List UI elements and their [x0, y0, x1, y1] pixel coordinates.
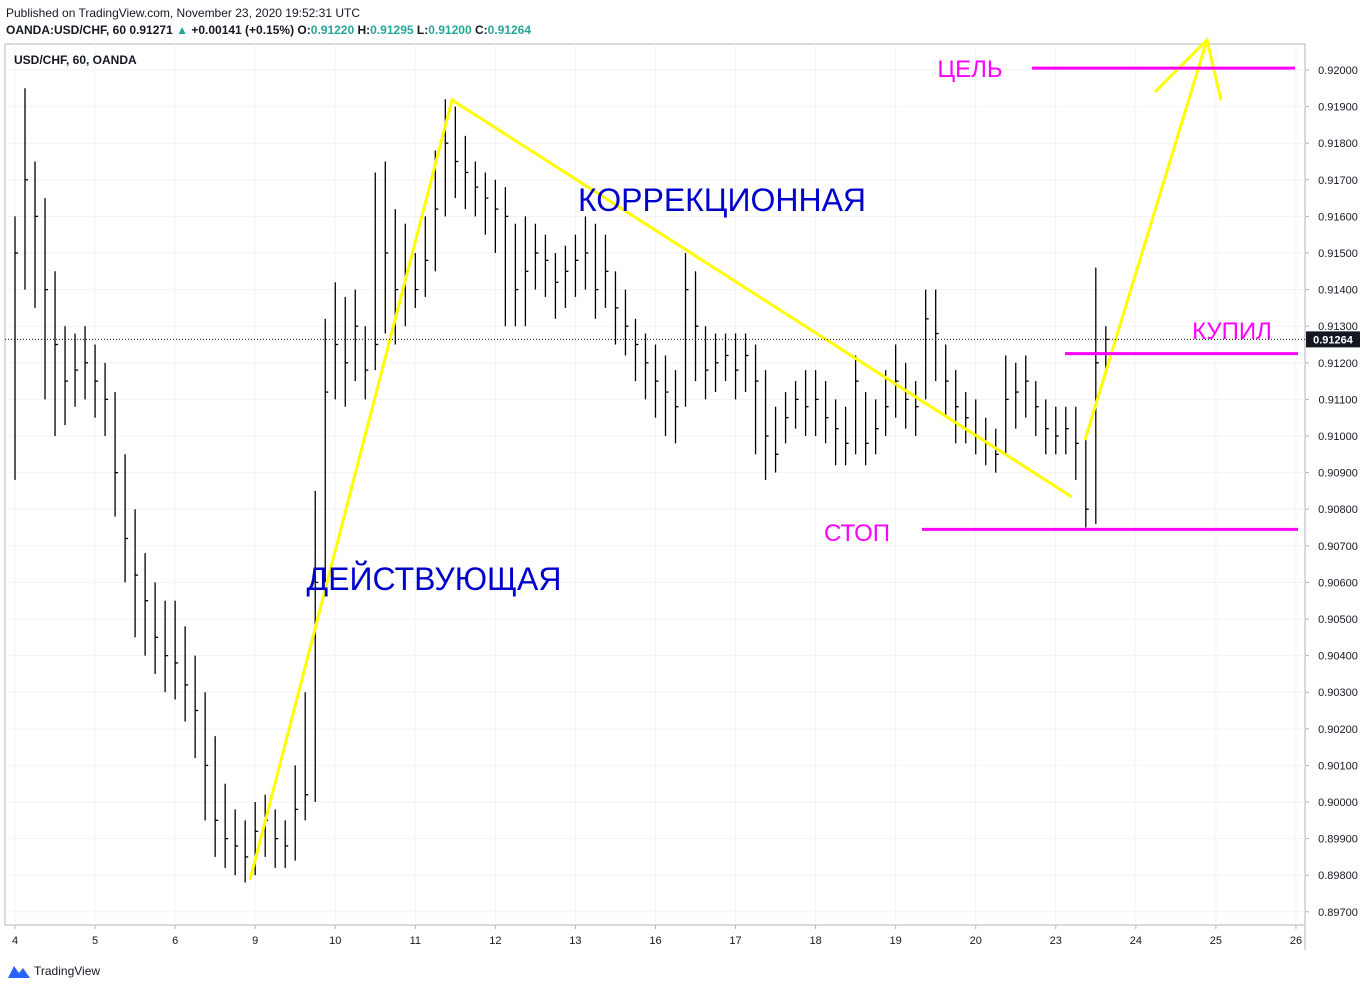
o: 0.91220: [311, 23, 355, 37]
y-tick-label: 0.90800: [1318, 504, 1358, 516]
x-tick-label: 25: [1210, 935, 1222, 947]
y-tick-label: 0.90400: [1318, 651, 1358, 663]
trend-lines: [248, 37, 1223, 881]
y-tick-label: 0.92000: [1318, 65, 1358, 77]
x-tick-label: 24: [1130, 935, 1142, 947]
arrow-head: [1153, 37, 1223, 101]
x-tick-label: 13: [569, 935, 581, 947]
x-tick-label: 10: [329, 935, 341, 947]
y-tick-label: 0.91400: [1318, 285, 1358, 297]
published: Published on TradingView.com, November 2…: [6, 6, 360, 20]
y-tick-label: 0.90600: [1318, 577, 1358, 589]
y-tick-label: 0.91900: [1318, 102, 1358, 114]
last-price-label: 0.91264: [1313, 334, 1354, 346]
y-tick-label: 0.91100: [1319, 394, 1358, 406]
y-tick-label: 0.91500: [1318, 248, 1358, 260]
wave-label: ДЕЙСТВУЮЩАЯ: [307, 561, 562, 597]
y-tick-label: 0.91700: [1318, 175, 1358, 187]
x-tick-label: 19: [890, 935, 902, 947]
price: 0.91271: [129, 23, 173, 37]
c: 0.91264: [488, 23, 532, 37]
y-tick-label: 0.90900: [1318, 468, 1358, 480]
grid: [5, 44, 1305, 925]
y-tick-label: 0.91000: [1318, 431, 1358, 443]
y-tick-label: 0.90100: [1318, 760, 1358, 772]
y-tick-label: 0.90300: [1318, 687, 1358, 699]
y-tick-label: 0.90200: [1318, 724, 1358, 736]
stop-label: СТОП: [824, 520, 890, 547]
logo: TradingView: [8, 964, 100, 978]
l-label: L:: [417, 23, 428, 37]
y-tick-label: 0.91600: [1318, 211, 1358, 223]
y-tick-label: 0.91200: [1318, 358, 1358, 370]
arrow: ▲: [176, 23, 188, 37]
buy-label: КУПИЛ: [1192, 318, 1272, 345]
symbol: OANDA:USD/CHF, 60: [6, 23, 126, 37]
y-tick-label: 0.90500: [1318, 614, 1358, 626]
x-tick-label: 16: [649, 935, 661, 947]
x-tick-label: 18: [809, 935, 821, 947]
l: 0.91200: [428, 23, 472, 37]
x-tick-label: 4: [12, 935, 18, 947]
symbol-line: OANDA:USD/CHF, 60 0.91271 ▲ +0.00141 (+0…: [6, 23, 531, 37]
y-tick-label: 0.90000: [1318, 797, 1358, 809]
chart-title: USD/CHF, 60, OANDA: [14, 53, 137, 67]
c-label: C:: [475, 23, 488, 37]
x-tick-label: 6: [172, 935, 178, 947]
change: +0.00141 (+0.15%): [191, 23, 294, 37]
trend-line: [248, 97, 1073, 881]
logo-icon: [8, 966, 30, 978]
x-tick-label: 11: [410, 935, 421, 947]
x-tick-label: 20: [970, 935, 982, 947]
x-tick-label: 26: [1290, 935, 1302, 947]
x-tick-label: 5: [92, 935, 98, 947]
h-label: H:: [358, 23, 371, 37]
last-price-box: [1306, 331, 1360, 348]
x-tick-label: 9: [252, 935, 258, 947]
y-tick-label: 0.91300: [1318, 321, 1358, 333]
y-tick-label: 0.89800: [1318, 870, 1358, 882]
y-tick-label: 0.89700: [1318, 907, 1358, 919]
x-tick-label: 17: [729, 935, 741, 947]
o-label: O:: [297, 23, 310, 37]
wave-label: КОРРЕКЦИОННАЯ: [578, 182, 866, 218]
brand: TradingView: [34, 964, 100, 978]
target-label: ЦЕЛЬ: [937, 56, 1002, 83]
x-tick-label: 12: [489, 935, 501, 947]
y-tick-label: 0.90700: [1318, 541, 1358, 553]
y-tick-label: 0.91800: [1318, 138, 1358, 150]
target-arrow: [1083, 39, 1209, 441]
h: 0.91295: [370, 23, 414, 37]
x-tick-label: 23: [1050, 935, 1062, 947]
y-tick-label: 0.89900: [1318, 834, 1358, 846]
